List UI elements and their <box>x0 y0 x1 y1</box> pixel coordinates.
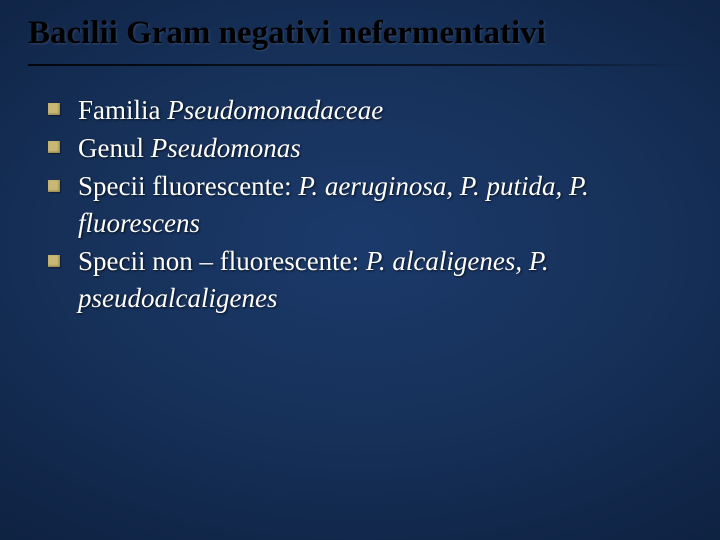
bullet-text-segment: Specii non – fluorescente: <box>78 246 366 276</box>
slide: Bacilii Gram negativi nefermentativi Fam… <box>0 0 720 540</box>
title-area: Bacilii Gram negativi nefermentativi <box>0 0 720 58</box>
bullet-item: Familia Pseudomonadaceae <box>48 92 680 128</box>
bullet-text-segment: Specii fluorescente: <box>78 171 298 201</box>
bullet-item: Specii non – fluorescente: P. alcaligene… <box>48 243 680 316</box>
bullet-item: Specii fluorescente: P. aeruginosa, P. p… <box>48 168 680 241</box>
bullet-item: Genul Pseudomonas <box>48 130 680 166</box>
bullet-text-segment: Pseudomonas <box>151 133 301 163</box>
bullet-list: Familia PseudomonadaceaeGenul Pseudomona… <box>48 92 680 317</box>
slide-title: Bacilii Gram negativi nefermentativi <box>28 14 692 54</box>
bullet-text-segment: Familia <box>78 95 167 125</box>
bullet-text-segment: Genul <box>78 133 151 163</box>
slide-body: Familia PseudomonadaceaeGenul Pseudomona… <box>0 66 720 317</box>
bullet-text-segment: Pseudomonadaceae <box>167 95 383 125</box>
